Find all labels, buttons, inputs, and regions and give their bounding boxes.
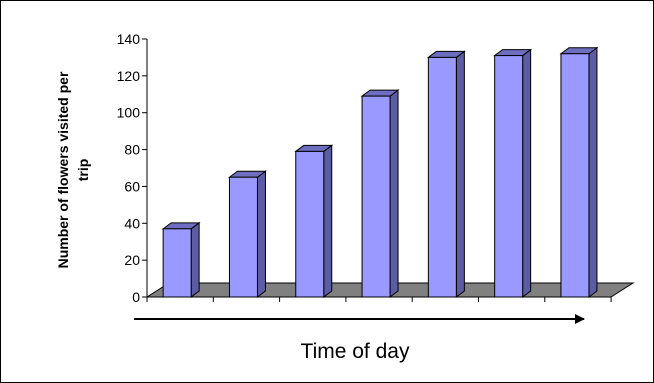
bar-front-face: [295, 150, 325, 298]
bar-side-face: [323, 144, 333, 298]
bar-side-face: [455, 50, 465, 298]
bar-series: [161, 46, 599, 298]
y-tick-label: 60: [124, 178, 140, 194]
y-axis-ticks: 0 20 40 60 80 100 120 140: [117, 31, 147, 305]
y-axis-title-line-2: trip: [75, 159, 91, 182]
bar-side-face: [190, 221, 200, 298]
x-axis-ticks: [146, 297, 612, 302]
bar: [227, 170, 267, 298]
bar-side-face: [389, 89, 399, 298]
bar-side-face: [522, 48, 532, 298]
bar: [294, 144, 334, 298]
x-axis-title: Time of day: [301, 340, 410, 363]
bar-front-face: [162, 228, 192, 298]
y-tick-label: 120: [117, 68, 141, 84]
y-tick-label: 0: [132, 289, 140, 305]
y-tick-label: 80: [124, 142, 140, 158]
y-tick-label: 20: [124, 252, 140, 268]
bar: [559, 46, 599, 298]
bar-side-face: [256, 170, 266, 298]
bar: [426, 50, 466, 298]
bar-front-face: [361, 95, 391, 298]
bar-front-face: [494, 55, 524, 298]
y-tick-label: 140: [117, 31, 141, 47]
y-axis-title-line-1: Number of flowers visited per: [55, 71, 71, 268]
bar-front-face: [228, 176, 258, 298]
bar-front-face: [560, 53, 590, 298]
bar: [493, 48, 533, 298]
y-tick-label: 40: [124, 215, 140, 231]
y-axis-title: Number of flowers visited per trip: [55, 71, 91, 268]
bar: [161, 221, 201, 298]
bar-side-face: [588, 46, 598, 298]
bar-front-face: [427, 56, 457, 298]
bar: [360, 89, 400, 298]
y-tick-label: 100: [117, 105, 141, 121]
